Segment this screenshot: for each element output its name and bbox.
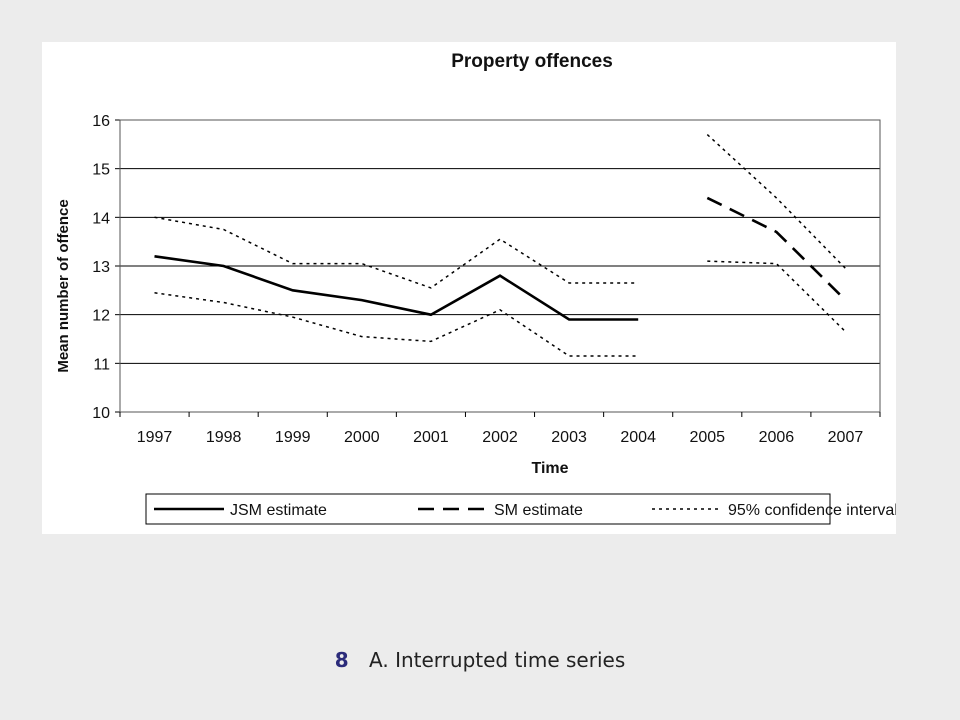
x-tick-label: 2006: [759, 429, 795, 446]
chart-title: Property offences: [451, 51, 613, 72]
legend-label: JSM estimate: [230, 502, 327, 519]
x-tick-label: 2007: [828, 429, 864, 446]
y-tick-label: 13: [92, 259, 110, 276]
y-axis-label: Mean number of offence: [55, 199, 72, 372]
series-line-dotted: [154, 292, 639, 357]
x-axis-label: Time: [531, 460, 568, 477]
y-tick-label: 11: [93, 356, 110, 373]
series-line-dotted: [707, 260, 847, 333]
y-tick-label: 15: [92, 162, 110, 179]
slide-number: 8: [334, 648, 349, 672]
y-tick-label: 12: [92, 308, 110, 325]
series-line-solid: [154, 255, 639, 321]
y-tick-label: 14: [92, 210, 110, 227]
x-tick-label: 2002: [482, 429, 518, 446]
slide-footer: 8 A. Interrupted time series: [0, 648, 960, 678]
legend-label: SM estimate: [494, 502, 583, 519]
x-tick-label: 2005: [689, 429, 725, 446]
y-tick-label: 16: [92, 113, 110, 130]
x-tick-label: 2004: [620, 429, 656, 446]
property-offences-chart: Property offences 10 11 12 13 14 15 16 1997 1998 1…: [55, 51, 896, 525]
x-tick-label: 2003: [551, 429, 587, 446]
slide-caption: A. Interrupted time series: [369, 648, 626, 672]
x-tick-label: 1999: [275, 429, 311, 446]
x-tick-label: 2001: [413, 429, 449, 446]
series-line-dotted: [706, 134, 847, 269]
plot-frame: [119, 119, 881, 413]
y-tick-label: 10: [92, 405, 110, 422]
series-line-dotted: [154, 216, 639, 289]
series-line-dashed: [706, 196, 847, 302]
legend-label: 95% confidence interval: [728, 502, 896, 519]
x-tick-label: 1997: [137, 429, 173, 446]
chart-panel: Property offences 10 11 12 13 14 15 16 1997 1998 1…: [42, 42, 896, 534]
x-tick-label: 2000: [344, 429, 380, 446]
x-tick-label: 1998: [206, 429, 242, 446]
